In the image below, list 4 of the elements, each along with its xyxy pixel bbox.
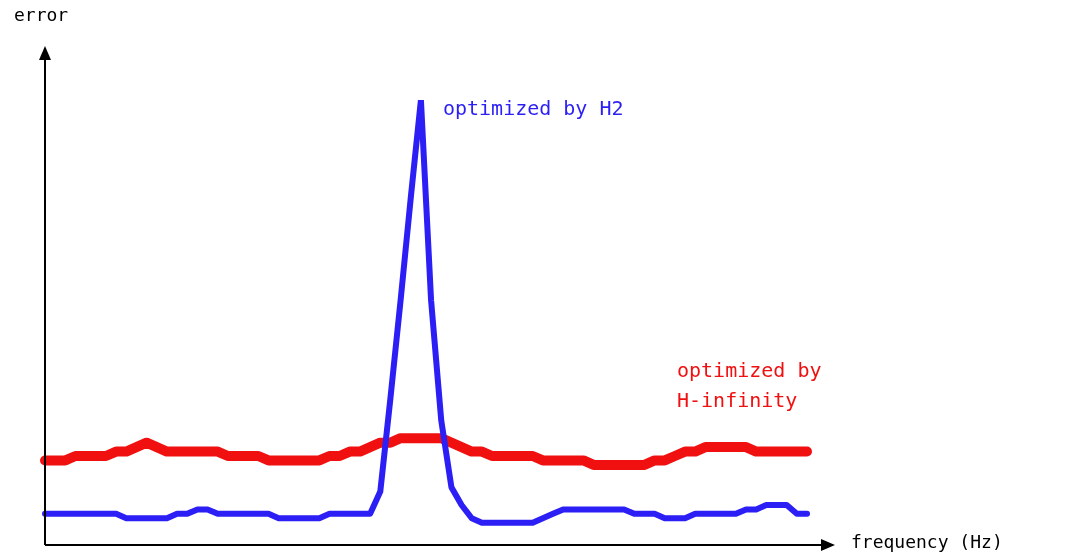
series-label: optimized by H2 — [442, 96, 624, 121]
text: optimized by H-infinity — [677, 357, 822, 412]
x-axis-title: frequency (Hz) — [851, 530, 1003, 552]
y-axis-title: error — [14, 3, 69, 25]
